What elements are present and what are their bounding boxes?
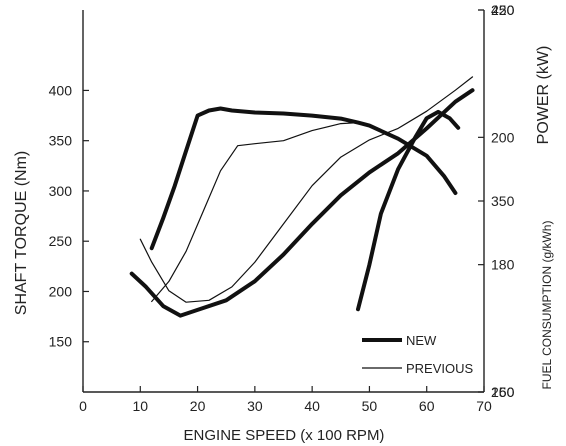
- power-tick-label: 220: [491, 2, 515, 18]
- fuel-axis-ticks: 250 350 450: [478, 2, 515, 400]
- torque-tick-label: 300: [49, 183, 73, 199]
- x-axis-label: ENGINE SPEED (x 100 RPM): [184, 427, 385, 444]
- fuel-tick-label: 350: [491, 193, 515, 209]
- torque-tick-label: 400: [49, 82, 73, 98]
- torque-tick-label: 150: [49, 334, 73, 350]
- series-line-new-power: [356, 109, 461, 312]
- torque-tick-label: 350: [49, 133, 73, 149]
- fuel-tick-label: 450: [491, 2, 515, 18]
- fuel-tick-label: 250: [491, 384, 515, 400]
- fuel-axis-label: FUEL CONSUMPTION (g/kWh): [540, 221, 554, 390]
- power-tick-label: 200: [491, 129, 515, 145]
- series-line-new-torque: [149, 106, 458, 251]
- power-axis-label: POWER (kW): [535, 46, 552, 145]
- series-line-previous-torque: [151, 121, 359, 303]
- torque-tick-label: 250: [49, 233, 73, 249]
- x-tick-label: 60: [419, 398, 435, 414]
- x-tick-label: 20: [190, 398, 206, 414]
- x-tick-label: 70: [476, 398, 492, 414]
- x-axis-ticks: 0 10 20 30 40 50 60 70: [79, 386, 492, 414]
- power-tick-label: 180: [491, 257, 515, 273]
- power-axis-ticks: 160 180 200 220: [478, 2, 515, 400]
- legend: NEW PREVIOUS: [362, 333, 474, 376]
- series-line-previous-fuel: [139, 76, 474, 303]
- torque-tick-label: 200: [49, 283, 73, 299]
- power-tick-label: 160: [491, 384, 515, 400]
- x-tick-label: 0: [79, 398, 87, 414]
- torque-axis-ticks: 150 200 250 300 350 400: [49, 82, 89, 350]
- legend-label-previous: PREVIOUS: [406, 361, 474, 376]
- torque-axis-label: SHAFT TORQUE (Nm): [13, 151, 30, 315]
- series-lines: [129, 76, 475, 318]
- series-line-new-fuel: [129, 88, 475, 318]
- x-tick-label: 10: [132, 398, 148, 414]
- x-tick-label: 30: [247, 398, 263, 414]
- legend-label-new: NEW: [406, 333, 437, 348]
- x-tick-label: 50: [362, 398, 378, 414]
- x-tick-label: 40: [304, 398, 320, 414]
